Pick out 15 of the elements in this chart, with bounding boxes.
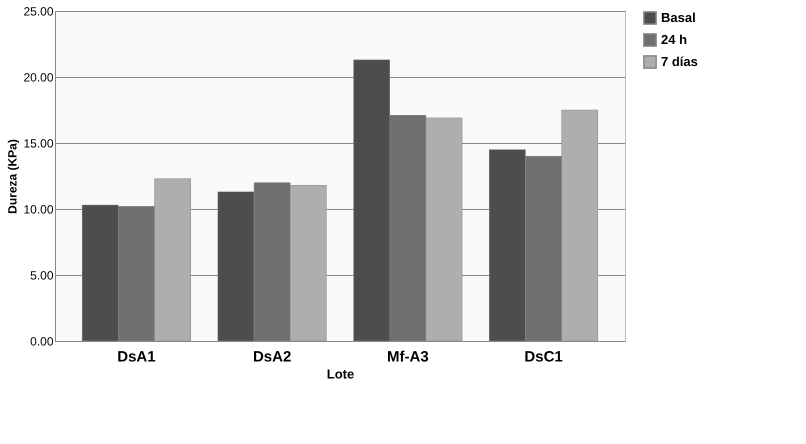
y-tick-label: 25.00 [23, 4, 54, 18]
x-tick-label: DsA1 [117, 348, 156, 366]
x-tick-label: DsC1 [524, 348, 563, 366]
y-tick-label: 5.00 [30, 268, 54, 282]
y-tick-label: 0.00 [30, 334, 54, 348]
x-axis-title: Lote [326, 366, 354, 382]
y-tick-label: 10.00 [23, 202, 54, 216]
x-tick-label: Mf-A3 [387, 348, 429, 366]
legend-label: 24 h [661, 32, 688, 47]
legend-label: Basal [661, 10, 696, 25]
y-axis-title: Dureza (KPa) [5, 139, 20, 214]
x-tick-label: DsA2 [252, 348, 292, 366]
y-tick-label: 15.00 [23, 136, 54, 150]
legend-label: 7 días [661, 54, 698, 69]
y-tick-label: 20.00 [23, 70, 54, 84]
